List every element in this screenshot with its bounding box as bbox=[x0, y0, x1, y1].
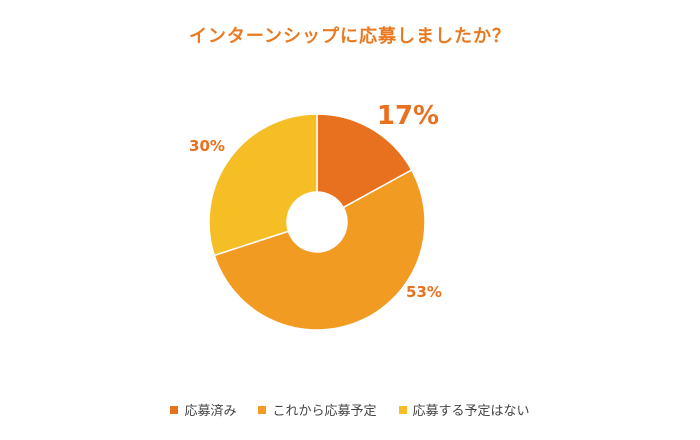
donut-chart: 17% 53% 30% bbox=[189, 101, 442, 331]
legend-swatch-planning bbox=[258, 405, 267, 414]
chart-title: インターンシップに応募しましたか？ bbox=[188, 26, 512, 47]
legend-label-not-planning: 応募する予定はない bbox=[412, 404, 530, 419]
data-label-planning: 53% bbox=[406, 283, 442, 301]
legend-swatch-not-planning bbox=[398, 405, 407, 414]
legend-label-applied: 応募済み bbox=[184, 404, 237, 419]
chart-legend: 応募済み これから応募予定 応募する予定はない bbox=[0, 400, 700, 419]
legend-item-applied: 応募済み bbox=[170, 400, 236, 419]
legend-item-planning: これから応募予定 bbox=[258, 400, 377, 419]
slice-planning bbox=[213, 168, 426, 331]
slice-not-planning bbox=[208, 113, 318, 257]
legend-item-not-planning: 応募する予定はない bbox=[398, 400, 530, 419]
legend-label-planning: これから応募予定 bbox=[272, 404, 377, 419]
data-label-applied: 17% bbox=[377, 101, 439, 131]
slice-applied bbox=[316, 113, 413, 209]
legend-swatch-applied bbox=[170, 405, 179, 414]
data-label-not-planning: 30% bbox=[189, 137, 225, 155]
